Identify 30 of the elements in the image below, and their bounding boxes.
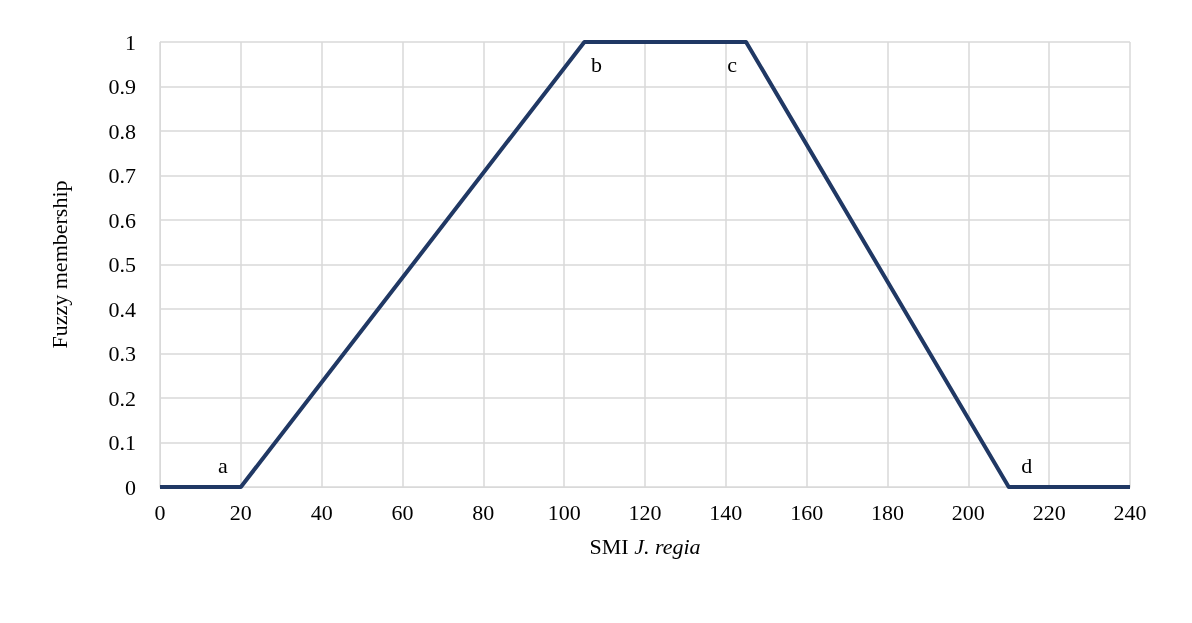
x-tick-label: 100: [547, 499, 581, 525]
x-tick-label: 200: [951, 499, 985, 525]
annotation: c: [727, 51, 738, 77]
x-tick-label: 180: [871, 499, 904, 525]
y-tick-label: 0.6: [108, 207, 136, 233]
x-tick-label: 20: [229, 499, 252, 525]
y-tick-label: 0.8: [108, 118, 136, 144]
annotation: b: [590, 51, 602, 77]
y-tick-label: 0.7: [108, 163, 136, 188]
x-axis-title: SMI J. regia: [589, 533, 701, 559]
annotation: a: [217, 452, 228, 478]
y-tick-label: 0.4: [108, 296, 136, 322]
y-tick-label: 0.1: [108, 430, 136, 455]
x-tick-label: 240: [1113, 499, 1147, 525]
x-tick-label: 60: [391, 499, 414, 525]
y-tick-label: 0.5: [108, 252, 136, 277]
x-tick-label: 40: [310, 499, 333, 525]
x-tick-label: 220: [1032, 499, 1066, 525]
x-tick-label: 0: [154, 499, 166, 525]
y-tick-label: 1: [125, 29, 136, 55]
y-tick-label: 0.9: [108, 74, 136, 99]
y-axis-title: Fuzzy membership: [46, 180, 72, 349]
annotation: d: [1021, 452, 1033, 478]
x-tick-label: 140: [709, 499, 743, 525]
y-tick-label: 0: [125, 474, 136, 500]
x-tick-label: 160: [790, 499, 824, 525]
x-tick-label: 80: [472, 499, 495, 525]
x-tick-label: 120: [628, 499, 662, 525]
y-tick-label: 0.2: [108, 385, 136, 411]
y-tick-label: 0.3: [108, 341, 136, 366]
